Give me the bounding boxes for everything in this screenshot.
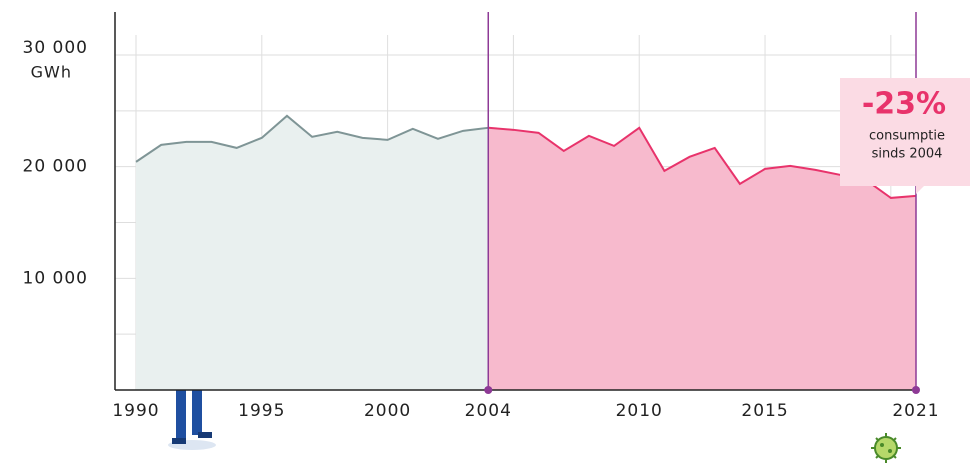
annotation-text: consumptie (869, 129, 945, 144)
area (136, 115, 489, 390)
x-tick-label: 2004 (465, 401, 512, 421)
area (488, 127, 916, 390)
annotation-text: sinds 2004 (872, 147, 943, 162)
marker-dot (912, 386, 920, 394)
x-tick-label: 2015 (741, 401, 788, 421)
y-tick-label: 10 000 (23, 268, 88, 288)
x-tick-label: 1990 (112, 401, 159, 421)
y-unit: GWh (31, 63, 72, 82)
illustration-virus (871, 433, 901, 463)
annotation-headline: -23% (862, 87, 946, 122)
annotation-box (840, 78, 970, 194)
x-tick-label: 2021 (892, 401, 939, 421)
x-tick-label: 1995 (238, 401, 285, 421)
marker-dot (484, 386, 493, 394)
x-tick-label: 2010 (616, 401, 663, 421)
y-tick-label: 20 000 (23, 157, 88, 177)
x-tick-label: 2000 (364, 401, 411, 421)
y-tick-label: 30 000 (23, 38, 88, 58)
line (135, 114, 489, 163)
